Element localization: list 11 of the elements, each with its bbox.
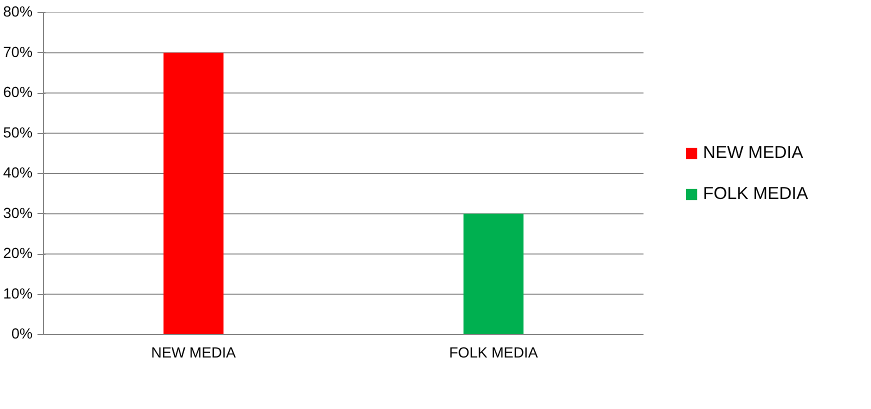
- y-tick-label: 40%: [3, 166, 33, 182]
- y-tick-label: 60%: [3, 85, 33, 101]
- y-tick-label: 10%: [3, 286, 33, 302]
- y-tick-label: 70%: [3, 44, 33, 61]
- y-tick-label: 80%: [3, 4, 33, 20]
- y-tick-label: 50%: [3, 125, 33, 142]
- y-tick-label: 20%: [3, 246, 33, 262]
- legend-label: FOLK MEDIA: [703, 183, 808, 204]
- y-tick-label: 0%: [11, 326, 33, 342]
- y-tick-label: 30%: [3, 206, 33, 222]
- legend-label: NEW MEDIA: [703, 142, 804, 163]
